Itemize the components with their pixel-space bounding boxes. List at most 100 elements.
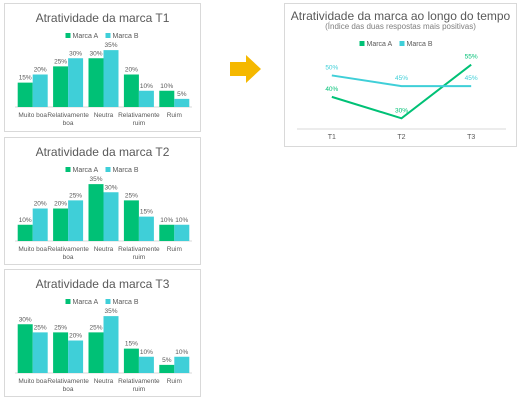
data-label: 15% xyxy=(19,75,32,82)
data-label: 45% xyxy=(465,75,478,82)
data-label: 20% xyxy=(34,201,47,208)
data-label: 25% xyxy=(54,58,67,65)
data-label: 20% xyxy=(125,67,138,74)
bar-b xyxy=(103,192,119,241)
tick-label: Muito boa xyxy=(18,246,47,253)
tick-label: Neutra xyxy=(94,378,114,385)
right-arrow-icon xyxy=(230,55,261,83)
bar-b xyxy=(138,216,154,241)
tick-label: Relativamente xyxy=(47,378,89,385)
data-label: 45% xyxy=(395,75,408,82)
bar-chart-t1: Atratividade da marca T1 Marca A Marca B 1… xyxy=(4,3,201,132)
data-label: 40% xyxy=(325,86,338,93)
bar-b xyxy=(68,58,84,107)
bar-a xyxy=(123,348,139,373)
bar-chart-t3-plot: Marca A Marca B30%25%Muito boa25%20%Relat… xyxy=(15,299,192,393)
bar-a xyxy=(53,66,69,107)
legend-label: Marca B xyxy=(113,299,139,306)
bar-a xyxy=(159,224,175,241)
chart-title: Atratividade da marca T1 xyxy=(35,11,170,25)
data-label: 25% xyxy=(125,192,138,199)
tick-label: Muito boa xyxy=(18,112,47,119)
tick-label: ruim xyxy=(133,120,146,127)
legend-label: Marca A xyxy=(73,299,99,306)
data-label: 25% xyxy=(34,324,47,331)
bar-a xyxy=(159,90,175,107)
data-label: 10% xyxy=(160,83,173,90)
legend-label: Marca A xyxy=(73,33,99,40)
data-label: 5% xyxy=(162,357,172,364)
bar-chart-t2-plot: Marca A Marca B10%20%Muito boa20%25%Relat… xyxy=(15,167,192,261)
bar-b xyxy=(174,98,190,107)
data-label: 10% xyxy=(140,349,153,356)
legend-label: Marca A xyxy=(367,41,393,48)
legend-swatch-a xyxy=(65,167,71,172)
data-label: 10% xyxy=(175,349,188,356)
data-label: 25% xyxy=(54,324,67,331)
data-label: 35% xyxy=(104,308,117,315)
bar-a xyxy=(17,224,33,241)
line-chart-plot: Marca A Marca B 40% 30% 55% 50% 45% 45% T1 T2 T3 xyxy=(297,41,506,141)
chart-title: Atratividade da marca ao longo do tempo xyxy=(290,9,511,23)
data-label: 30% xyxy=(395,107,408,114)
tick-label: Relativamente xyxy=(47,246,89,253)
tick-label: T3 xyxy=(467,134,475,141)
tick-label: Ruim xyxy=(167,246,182,253)
tick-label: Ruim xyxy=(167,378,182,385)
data-label: 25% xyxy=(89,324,102,331)
bar-a xyxy=(123,74,139,107)
chart-title: Atratividade da marca T2 xyxy=(35,145,170,159)
data-label: 25% xyxy=(69,192,82,199)
bar-b xyxy=(68,340,84,373)
tick-label: Muito boa xyxy=(18,378,47,385)
bar-a xyxy=(17,82,33,107)
data-label: 10% xyxy=(175,217,188,224)
bar-a xyxy=(123,200,139,241)
data-label: 5% xyxy=(177,91,187,98)
bar-chart-t3: Atratividade da marca T3 Marca A Marca B 3… xyxy=(4,269,201,397)
bar-b xyxy=(103,50,119,107)
tick-label: boa xyxy=(63,386,74,393)
legend-label: Marca B xyxy=(407,41,433,48)
bar-b xyxy=(103,316,119,373)
legend-label: Marca A xyxy=(73,167,99,174)
tick-label: T2 xyxy=(397,134,405,141)
bar-b xyxy=(32,208,48,241)
data-label: 30% xyxy=(19,316,32,323)
bar-a xyxy=(159,364,175,373)
data-label: 20% xyxy=(69,333,82,340)
bar-a xyxy=(17,324,33,373)
legend-swatch-a xyxy=(65,299,71,304)
data-label: 10% xyxy=(160,217,173,224)
data-label: 15% xyxy=(125,341,138,348)
legend-label: Marca B xyxy=(113,33,139,40)
bar-b xyxy=(138,356,154,373)
legend-swatch-a xyxy=(65,33,71,38)
bar-a xyxy=(53,332,69,373)
line-series-b xyxy=(331,74,472,88)
line-series-a xyxy=(331,63,472,120)
bar-b xyxy=(32,74,48,107)
data-label: 30% xyxy=(104,184,117,191)
bar-a xyxy=(88,332,104,373)
data-label: 30% xyxy=(89,50,102,57)
data-label: 15% xyxy=(140,209,153,216)
tick-label: boa xyxy=(63,254,74,261)
bar-chart-t1-plot: Marca A Marca B 15% 20% Muito boa 25% 30% Relat… xyxy=(15,33,192,127)
legend-swatch-b xyxy=(399,41,405,46)
line-chart-over-time: Atratividade da marca ao longo do tempo … xyxy=(284,3,517,147)
legend-swatch-b xyxy=(105,167,111,172)
legend-swatch-b xyxy=(105,299,111,304)
legend-swatch-a xyxy=(359,41,365,46)
legend-label: Marca B xyxy=(113,167,139,174)
tick-label: Relativamente xyxy=(47,112,89,119)
chart-title: Atratividade da marca T3 xyxy=(35,277,170,291)
bar-chart-t2: Atratividade da marca T2 Marca A Marca B 1… xyxy=(4,137,201,265)
bar-a xyxy=(53,208,69,241)
tick-label: boa xyxy=(63,120,74,127)
data-label: 55% xyxy=(465,54,478,61)
tick-label: ruim xyxy=(133,254,146,261)
data-label: 35% xyxy=(89,176,102,183)
bar-b xyxy=(174,224,190,241)
data-label: 35% xyxy=(104,42,117,49)
